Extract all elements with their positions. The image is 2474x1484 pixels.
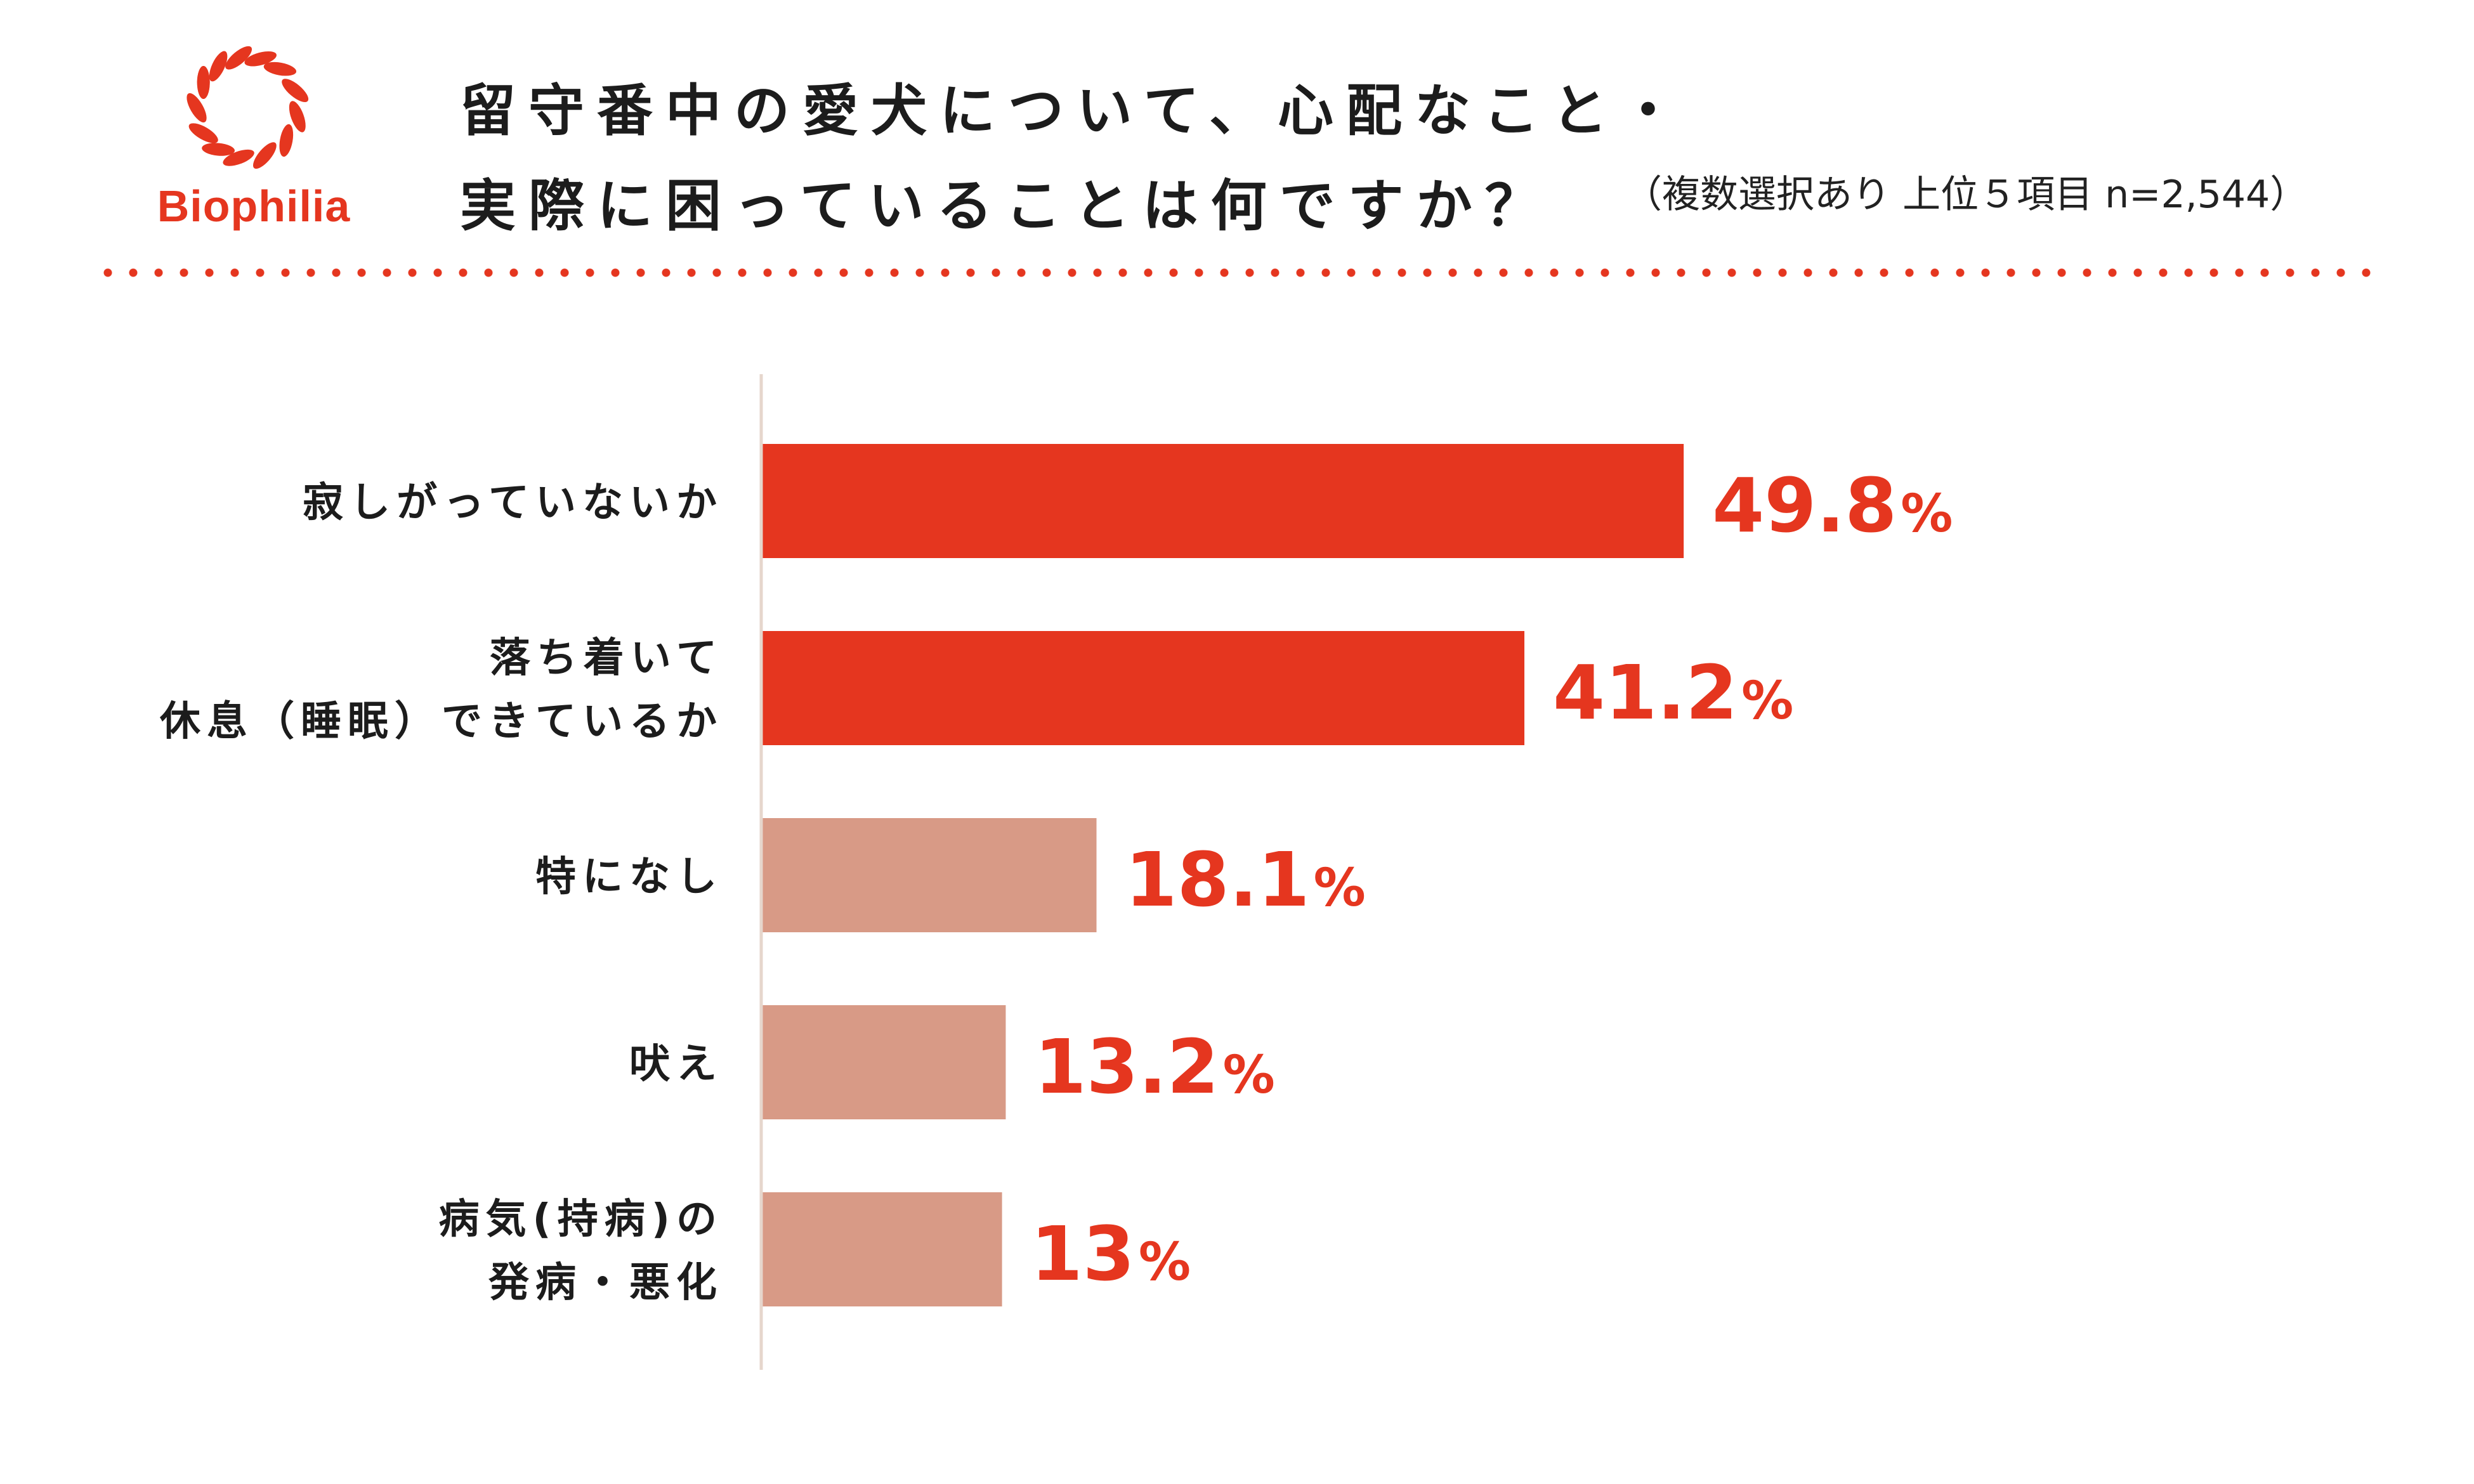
bar: [761, 444, 1684, 558]
value-label: 18.1%: [1125, 836, 1366, 923]
laurel-leaf: [252, 142, 277, 169]
chart-subtitle: （複数選択あり 上位５項目 n=2,544）: [1624, 172, 2308, 217]
category-label: 発病・悪化: [488, 1259, 723, 1306]
laurel-icon: [187, 46, 309, 169]
laurel-leaf: [244, 51, 277, 67]
laurel-leaf: [289, 101, 306, 133]
bar: [761, 631, 1525, 745]
chart-title: 留守番中の愛犬について、心配なこと・ 実際に困っていることは何ですか？: [460, 63, 1689, 254]
laurel-leaf: [263, 62, 297, 76]
value-label: 49.8%: [1712, 462, 1953, 549]
laurel-leaf: [223, 149, 254, 166]
title-line-1: 留守番中の愛犬について、心配なこと・: [460, 78, 1689, 143]
category-label: 特になし: [535, 854, 723, 901]
dotted-divider: [95, 266, 2385, 279]
bar: [761, 1005, 1006, 1119]
bar: [761, 1192, 1002, 1306]
laurel-leaf: [209, 51, 228, 82]
category-label: 落ち着いて: [490, 635, 723, 682]
laurel-leaf: [279, 124, 294, 157]
category-label: 寂しがっていないか: [303, 479, 723, 526]
laurel-leaf: [188, 123, 218, 143]
value-label: 13.2%: [1034, 1023, 1274, 1110]
laurel-leaf: [197, 66, 210, 99]
brand-logo: Biophilia: [127, 44, 368, 247]
value-label: 41.2%: [1553, 649, 1793, 736]
title-line-2: 実際に困っていることは何ですか？: [460, 173, 1554, 238]
category-label: 病気(持病)の: [439, 1196, 724, 1243]
bar: [761, 818, 1097, 932]
value-label: 13%: [1031, 1210, 1191, 1298]
laurel-leaf: [225, 46, 252, 70]
laurel-leaf: [202, 143, 235, 156]
category-label: 休息（睡眠）できているか: [159, 698, 723, 745]
category-label: 吠え: [629, 1041, 723, 1088]
laurel-leaf: [282, 79, 309, 103]
laurel-leaf: [187, 93, 207, 123]
brand-name: Biophilia: [157, 181, 351, 231]
